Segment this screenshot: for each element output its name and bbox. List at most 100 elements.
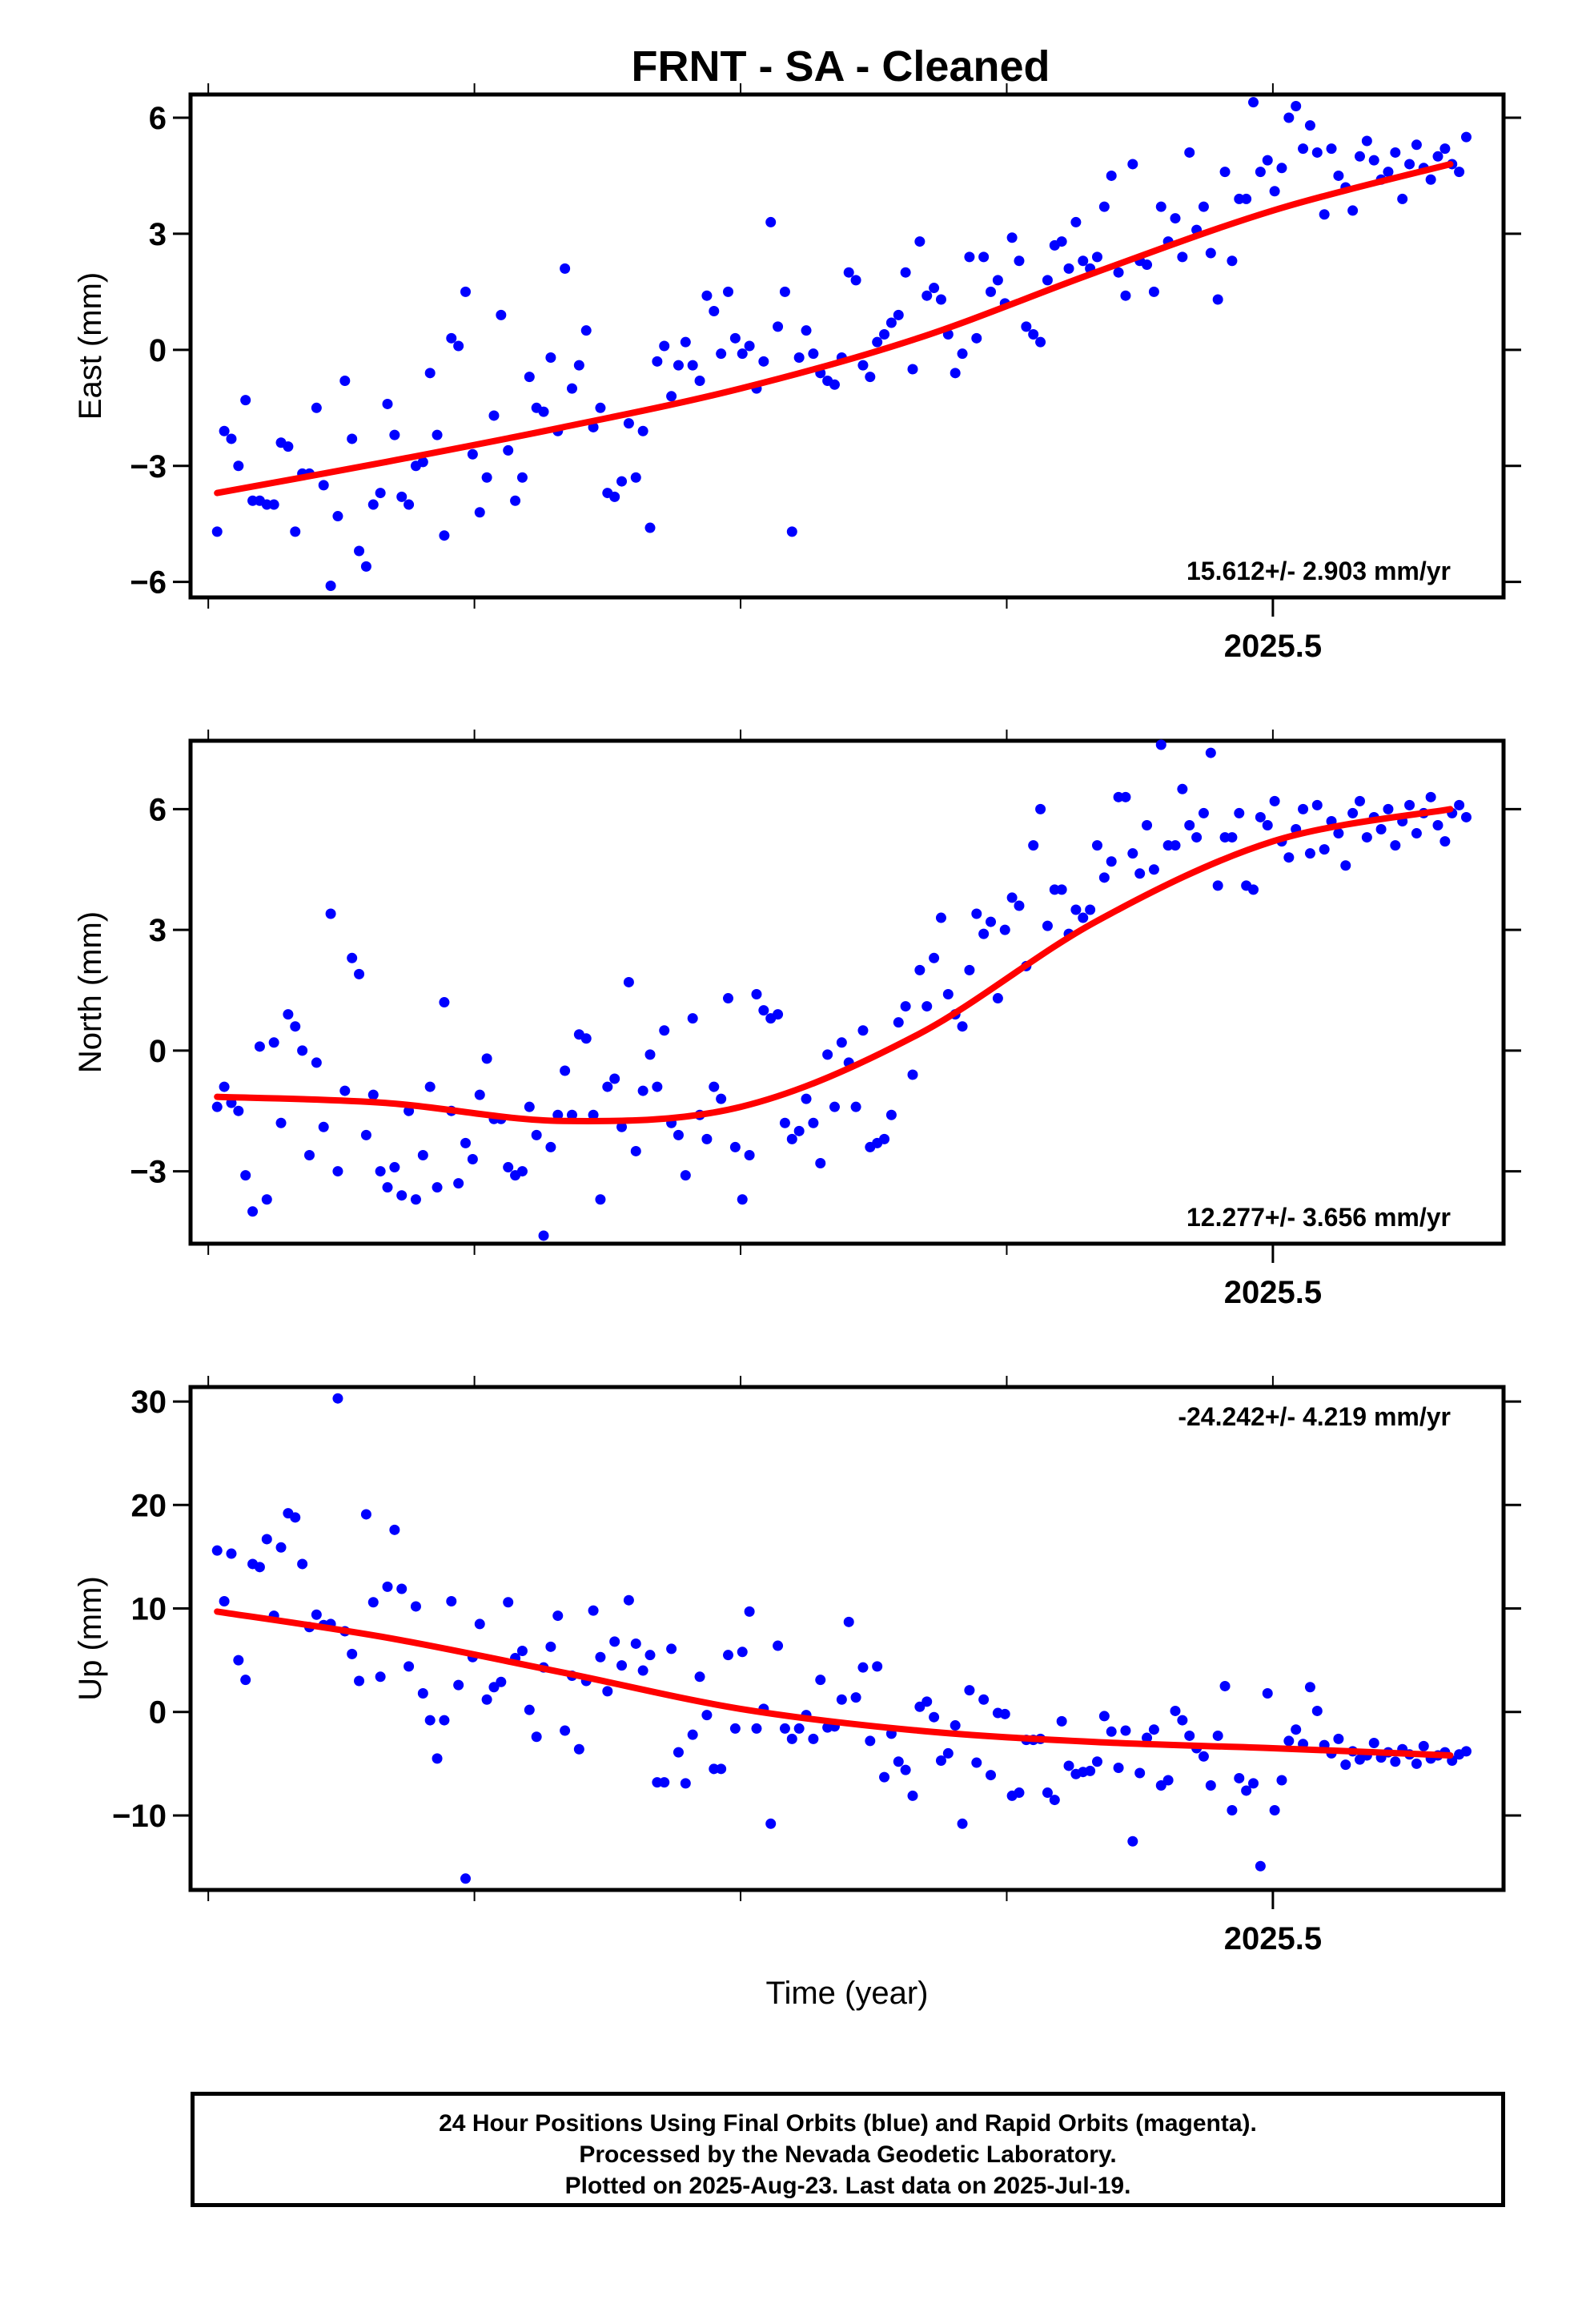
panel-1-data-point [701,1133,713,1144]
panel-0-data-point [1361,135,1372,147]
panel-2-data-point [1368,1738,1379,1749]
panel-2-data-point [1014,1787,1025,1799]
panel-0-data-point [644,522,656,533]
panel-1-data-point [588,1109,599,1120]
panel-2-data-point [680,1778,691,1789]
panel-0-data-point [694,375,705,386]
panel-1-data-point [1148,864,1159,875]
panel-0-data-point [467,448,478,460]
panel-0-data-point [1042,275,1053,286]
panel-0-data-point [1432,151,1443,162]
panel-1-data-point [1340,860,1351,871]
panel-2-data-point [729,1723,741,1734]
panel-0-data-point [432,429,443,440]
panel-1-data-point [929,952,940,963]
panel-0-data-point [446,332,457,344]
panel-0-data-point [424,368,436,379]
panel-2-data-point [531,1731,542,1743]
panel-0-data-point [921,290,933,301]
panel-1-data-point [879,1133,890,1144]
panel-0-data-point [879,329,890,340]
panel-2-data-point [1056,1715,1067,1727]
panel-2-data-point [957,1818,968,1829]
panel-1-data-point [1375,824,1387,835]
panel-0-data-point [865,372,876,383]
panel-1-data-point [552,1109,564,1120]
panel-0-data-point [1070,216,1082,227]
panel-2-data-point [524,1704,535,1715]
panel-2-data-point [986,1770,997,1781]
panel-2-data-point [872,1661,883,1672]
panel-2-data-point [907,1790,918,1801]
panel-1-data-point [1460,811,1472,822]
panel-1-data-point [219,1081,230,1092]
panel-1-data-point [1134,868,1146,879]
panel-1-data-point [709,1081,720,1092]
panel-0-data-point [453,340,464,352]
panel-0-data-point [637,425,648,436]
panel-1-data-point [986,916,997,927]
panel-2-data-point [815,1675,826,1686]
panel-1-data-point [254,1041,265,1052]
panel-0-data-point [1311,147,1323,158]
panel-0-data-point [1298,143,1309,155]
panel-0-data-point [1028,329,1039,340]
footer-caption-box: 24 Hour Positions Using Final Orbits (bl… [191,2092,1505,2207]
panel-2-data-point [1248,1778,1259,1789]
panel-0-data-point [545,352,556,363]
panel-2-data-point [1098,1711,1110,1722]
panel-2-data-point [588,1605,599,1616]
panel-1-data-point [808,1117,819,1128]
panel-2-data-point [942,1747,954,1759]
panel-0-data-point [623,418,634,429]
panel-2-data-point [290,1512,301,1523]
panel-2-data-point [297,1558,308,1570]
panel-2-data-point [311,1609,322,1620]
panel-1-data-point [957,1021,968,1032]
panel-0-data-point [1021,321,1032,332]
panel-0-data-point [538,406,549,417]
panel-2-data-point [964,1685,975,1696]
panel-1-data-point [503,1162,514,1173]
panel-2-data-point [404,1661,415,1672]
panel-1-data-point [460,1137,472,1148]
panel-0-data-point [1142,259,1153,271]
panel-0-data-point [1006,232,1018,243]
panel-0-frame [188,92,1506,600]
panel-2-data-point [1049,1795,1060,1806]
panel-2-data-point [1304,1682,1315,1693]
panel-1-data-point [417,1149,428,1160]
panel-1-data-point [1014,900,1025,911]
panel-1-data-point [829,1101,840,1112]
panel-1-data-point [1006,892,1018,903]
panel-2-data-point [1170,1705,1181,1716]
panel-2-data-point [1219,1680,1231,1691]
panel-0-data-point [595,402,606,413]
panel-1-fit-line [214,806,1454,1125]
panel-0-data-point [240,395,251,406]
panel-2-data-point [1113,1763,1124,1774]
panel-2-data-point [424,1715,436,1726]
panel-2-data-point [737,1647,748,1658]
panel-1-data-point [716,1093,727,1104]
panel-2-data-point [1340,1759,1351,1771]
panel-2-data-point [446,1595,457,1606]
panel-1-y-tick-label: 3 [149,913,167,948]
panel-0-data-point [872,336,883,348]
panel-2-data-point [666,1643,677,1655]
panel-0-data-point [673,360,684,371]
panel-1-data-point [992,993,1003,1004]
panel-1-data-point [630,1145,641,1156]
panel-2-data-point [935,1755,946,1766]
panel-1-data-point [687,1013,698,1024]
panel-2-data-point [716,1763,727,1775]
panel-1-data-point [339,1085,351,1096]
panel-2-data-point [552,1610,564,1622]
panel-0-data-point [354,545,365,557]
panel-1-data-point [1262,820,1273,831]
panel-1-data-point [1042,920,1053,931]
panel-2-data-point [382,1581,393,1592]
panel-1-y-tick-label: 6 [149,792,167,827]
panel-2-data-point [595,1651,606,1663]
